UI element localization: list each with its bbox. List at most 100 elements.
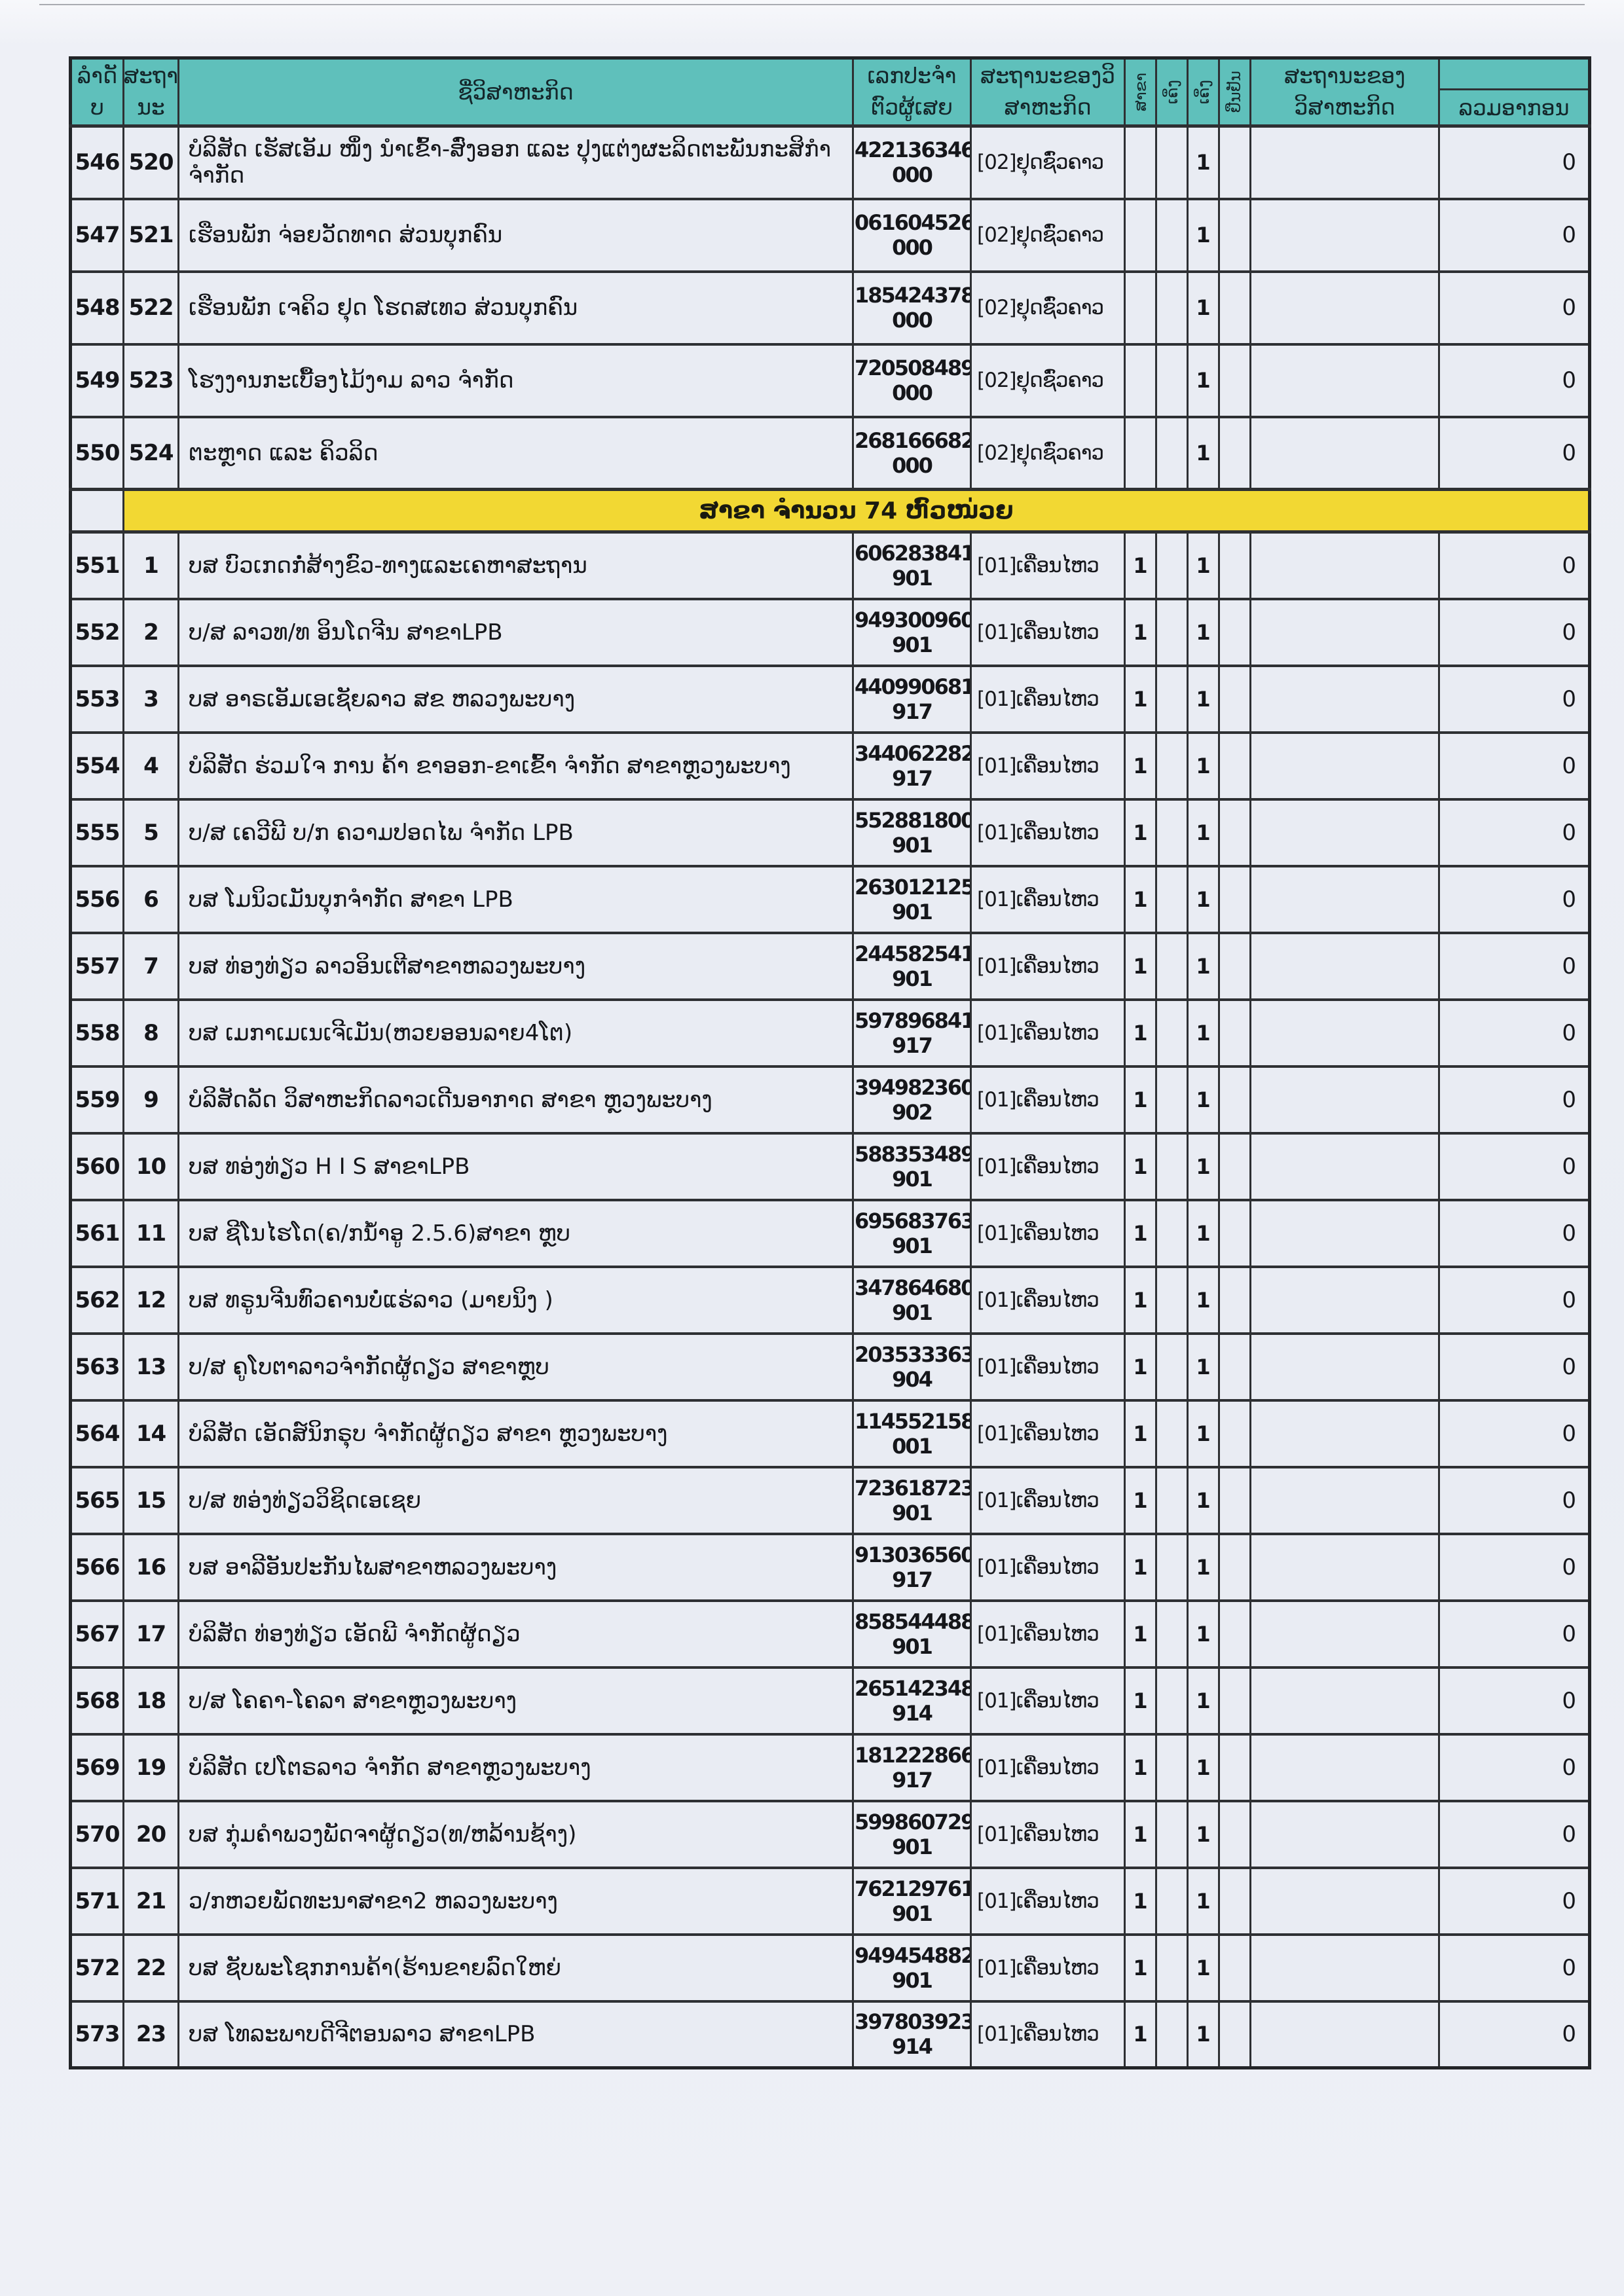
row-flag-half2: 1 (1187, 931, 1220, 1001)
row-status: [01]ເຄື່ອນໄຫວ (970, 1265, 1126, 1335)
row-total-tax: 0 (1438, 1398, 1591, 1468)
row-enterprise-name: ບໍລິສັດ ຮ່ວມໃຈ ການ ຄ້າ ຂາອອກ-ຂາເຂົ້າ ຈຳກ… (177, 731, 854, 801)
row-sequence: 18 (122, 1666, 179, 1736)
scan-artifact-line (39, 4, 1585, 5)
row-flag-confirm (1218, 1799, 1251, 1869)
row-taxpayer-id: 244582541-901 (852, 931, 972, 1001)
row-flag-confirm (1218, 1599, 1251, 1669)
row-sequence: 11 (122, 1198, 179, 1268)
row-taxpayer-id: 114552158-001 (852, 1398, 972, 1468)
row-taxpayer-id: 344062282-917 (852, 731, 972, 801)
row-flag-branch: 1 (1124, 530, 1157, 600)
row-total-tax: 0 (1438, 998, 1591, 1068)
row-status-2 (1249, 1465, 1440, 1535)
row-enterprise-name: ບ/ສ ທອ່ງທ່ຽວວິຊິດເອເຊຍ (177, 1465, 854, 1535)
table-row: 547 521 ເຮືອນພັກ ຈ່ອຍວັດທາດ ສ່ວນບຸກຄົນ 0… (69, 197, 1591, 273)
row-ordinal: 570 (69, 1799, 124, 1869)
row-sequence: 20 (122, 1799, 179, 1869)
row-sequence: 14 (122, 1398, 179, 1468)
row-total-tax: 0 (1438, 1532, 1591, 1602)
row-status: [01]ເຄື່ອນໄຫວ (970, 1465, 1126, 1535)
row-status: [01]ເຄື່ອນໄຫວ (970, 1599, 1126, 1669)
row-enterprise-name: ບໍລິສັດລັດ ວິສາຫະກິດລາວເດີນອາກາດ ສາຂາ ຫຼ… (177, 1065, 854, 1135)
row-flag-branch (1124, 270, 1157, 346)
row-flag-half1 (1155, 342, 1189, 418)
row-flag-confirm (1218, 342, 1251, 418)
row-status: [02]ຢຸດຊົ່ວຄາວ (970, 270, 1126, 346)
table-row: 559 9 ບໍລິສັດລັດ ວິສາຫະກິດລາວເດີນອາກາດ ສ… (69, 1065, 1591, 1135)
row-enterprise-name: ບ/ສ ໂຄຄາ-ໂຄລາ ສາຂາຫຼວງພະບາງ (177, 1666, 854, 1736)
row-flag-half2: 1 (1187, 998, 1220, 1068)
row-taxpayer-id: 268166682-000 (852, 415, 972, 491)
row-flag-branch (1124, 415, 1157, 491)
row-total-tax: 0 (1438, 1332, 1591, 1402)
row-flag-half2: 1 (1187, 1332, 1220, 1402)
row-total-tax: 0 (1438, 124, 1591, 200)
row-flag-confirm (1218, 998, 1251, 1068)
header-ordinal-line1: ລຳດັ (77, 63, 118, 89)
row-ordinal: 572 (69, 1933, 124, 2003)
row-flag-branch (1124, 342, 1157, 418)
row-status-2 (1249, 1398, 1440, 1468)
row-flag-half1 (1155, 1666, 1189, 1736)
row-flag-branch: 1 (1124, 731, 1157, 801)
row-flag-confirm (1218, 124, 1251, 200)
row-ordinal: 559 (69, 1065, 124, 1135)
row-total-tax: 0 (1438, 1799, 1591, 1869)
row-total-tax: 0 (1438, 197, 1591, 273)
row-status-2 (1249, 124, 1440, 200)
table-row: 558 8 ບສ ເມກາເມເນເຈີເມັນ(ຫວຍອອນລາຍ4ໂຕ) 5… (69, 998, 1591, 1068)
table-row: 564 14 ບໍລິສັດ ເອັດສ໌ນິກຣຸບ ຈຳກັດຜູ້ດຽວ … (69, 1398, 1591, 1468)
row-status: [02]ຢຸດຊົ່ວຄາວ (970, 124, 1126, 200)
header-flag-confirm: ຢືນຢັນ (1218, 57, 1251, 128)
row-flag-confirm (1218, 1999, 1251, 2069)
row-status: [01]ເຄື່ອນໄຫວ (970, 1198, 1126, 1268)
header-flag-half2: ເຄິ່ງ (1187, 57, 1220, 128)
row-flag-confirm (1218, 415, 1251, 491)
row-ordinal: 573 (69, 1999, 124, 2069)
table-row: 560 10 ບສ ທອ່ງທ່ຽວ H I S ສາຂາLPB 5883534… (69, 1131, 1591, 1201)
row-enterprise-name: ບສ ຊີໂນໄຮໂດ(ຄ/ກນ້ຳອູ 2.5.6)ສາຂາ ຫຼບ (177, 1198, 854, 1268)
row-flag-half2: 1 (1187, 197, 1220, 273)
row-ordinal: 547 (69, 197, 124, 273)
row-taxpayer-id: 913036560-917 (852, 1532, 972, 1602)
row-ordinal: 554 (69, 731, 124, 801)
row-flag-branch (1124, 197, 1157, 273)
row-enterprise-name: ບໍລິສັດ ທ່ອງທ່ຽວ ເອັດພີ ຈຳກັດຜູ້ດຽວ (177, 1599, 854, 1669)
row-ordinal: 560 (69, 1131, 124, 1201)
row-flag-branch: 1 (1124, 931, 1157, 1001)
row-enterprise-name: ເຮືອນພັກ ເຈຄິວ ຢຸດ ໂຮດສເທວ ສ່ວນບຸກຄົນ (177, 270, 854, 346)
row-ordinal: 561 (69, 1198, 124, 1268)
row-total-tax: 0 (1438, 731, 1591, 801)
row-flag-half2: 1 (1187, 1532, 1220, 1602)
row-sequence: 8 (122, 998, 179, 1068)
row-flag-half2: 1 (1187, 1666, 1220, 1736)
row-sequence: 6 (122, 864, 179, 934)
row-flag-branch: 1 (1124, 864, 1157, 934)
row-sequence: 21 (122, 1866, 179, 1936)
row-status: [01]ເຄື່ອນໄຫວ (970, 530, 1126, 600)
table-row: 570 20 ບສ ກຸ່ມຄຳພວງພັດຈາຜູ້ດຽວ(ທ/ຫລ້ານຊ້… (69, 1799, 1591, 1869)
row-enterprise-name: ບສ ອາລີອັນປະກັນໄພສາຂາຫລວງພະບາງ (177, 1532, 854, 1602)
row-taxpayer-id: 397803923-914 (852, 1999, 972, 2069)
row-total-tax: 0 (1438, 1131, 1591, 1201)
row-status-2 (1249, 731, 1440, 801)
table-row: 565 15 ບ/ສ ທອ່ງທ່ຽວວິຊິດເອເຊຍ 723618723-… (69, 1465, 1591, 1535)
row-status-2 (1249, 1265, 1440, 1335)
row-enterprise-name: ບສ ເມກາເມເນເຈີເມັນ(ຫວຍອອນລາຍ4ໂຕ) (177, 998, 854, 1068)
row-taxpayer-id: 949454882-901 (852, 1933, 972, 2003)
row-enterprise-name: ວ/ກຫວຍພັດທະນາສາຂາ2 ຫລວງພະບາງ (177, 1866, 854, 1936)
row-status: [01]ເຄື່ອນໄຫວ (970, 1933, 1126, 2003)
row-status-2 (1249, 797, 1440, 867)
row-status-2 (1249, 1532, 1440, 1602)
row-ordinal: 550 (69, 415, 124, 491)
row-flag-half1 (1155, 797, 1189, 867)
table-row: 572 22 ບສ ຊັບພະໂຊກການຄ້າ(ຮ້ານຂາຍລົດໃຫຍ່ … (69, 1933, 1591, 2003)
row-flag-branch: 1 (1124, 597, 1157, 667)
row-total-tax: 0 (1438, 1732, 1591, 1802)
row-flag-half2: 1 (1187, 1599, 1220, 1669)
table-row: 551 1 ບສ ບົວເກດກໍ່ສ້າງຂົວ-ທາງແລະເຄຫາສະຖາ… (69, 530, 1591, 600)
row-sequence: 4 (122, 731, 179, 801)
table-row: 568 18 ບ/ສ ໂຄຄາ-ໂຄລາ ສາຂາຫຼວງພະບາງ 26514… (69, 1666, 1591, 1736)
row-flag-confirm (1218, 1933, 1251, 2003)
